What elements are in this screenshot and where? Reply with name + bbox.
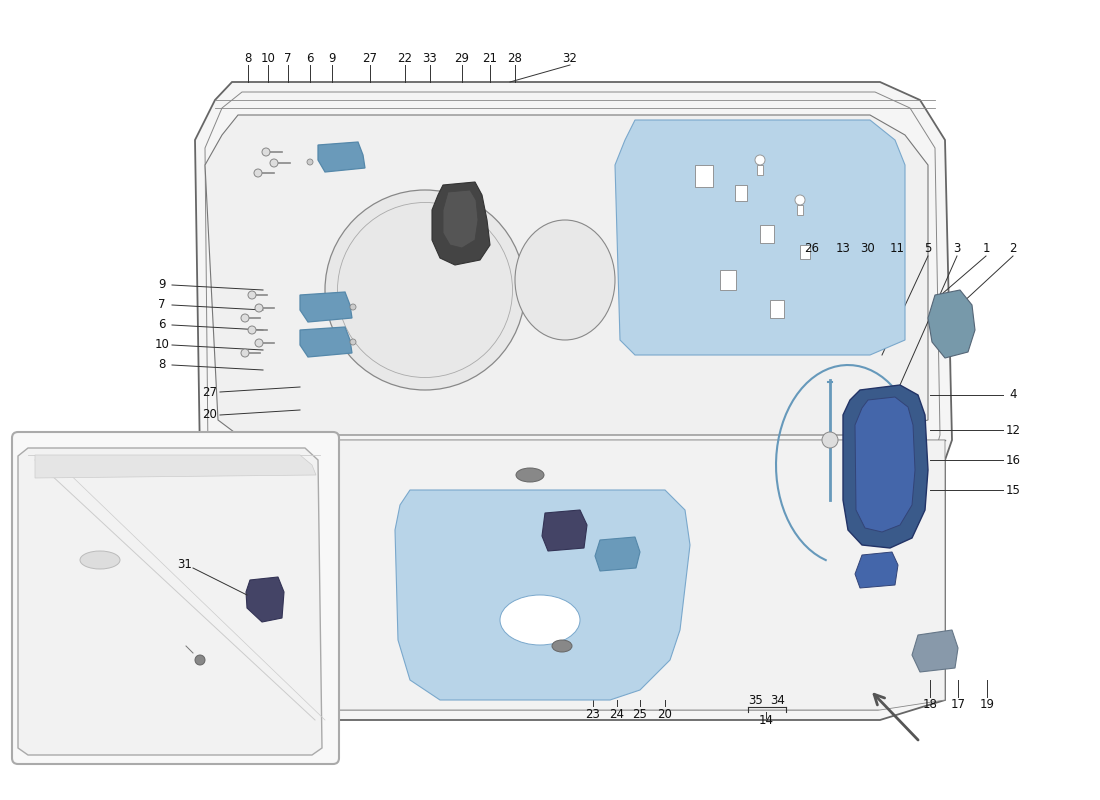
- Text: 24: 24: [609, 707, 625, 721]
- Text: 28: 28: [507, 51, 522, 65]
- Text: 20: 20: [202, 409, 218, 422]
- Ellipse shape: [516, 468, 544, 482]
- Circle shape: [248, 291, 256, 299]
- Ellipse shape: [80, 551, 120, 569]
- Bar: [770, 300, 784, 318]
- Text: 29: 29: [454, 51, 470, 65]
- Bar: [735, 185, 747, 201]
- Text: 34: 34: [771, 694, 785, 706]
- Polygon shape: [195, 82, 952, 720]
- Text: 4: 4: [1010, 389, 1016, 402]
- Text: 10: 10: [155, 338, 169, 351]
- Polygon shape: [18, 448, 322, 755]
- Text: 14: 14: [759, 714, 773, 726]
- Circle shape: [248, 326, 256, 334]
- Circle shape: [195, 655, 205, 665]
- Ellipse shape: [324, 190, 525, 390]
- Polygon shape: [246, 577, 284, 622]
- Polygon shape: [432, 182, 490, 265]
- Circle shape: [350, 339, 356, 345]
- Circle shape: [254, 169, 262, 177]
- Text: 2: 2: [1010, 242, 1016, 254]
- Polygon shape: [300, 292, 352, 322]
- Text: 6: 6: [306, 51, 313, 65]
- Text: 22: 22: [397, 51, 412, 65]
- Text: 11: 11: [890, 242, 904, 254]
- Polygon shape: [205, 115, 928, 435]
- Text: 7: 7: [158, 298, 166, 311]
- Text: 10: 10: [261, 51, 275, 65]
- Bar: [798, 205, 803, 215]
- Ellipse shape: [515, 220, 615, 340]
- Text: 23: 23: [585, 707, 601, 721]
- Text: 32: 32: [562, 51, 578, 65]
- Text: 35: 35: [749, 694, 763, 706]
- Bar: [695, 165, 713, 187]
- Polygon shape: [205, 440, 945, 710]
- Text: 9: 9: [328, 51, 336, 65]
- Polygon shape: [395, 490, 690, 700]
- Text: 17: 17: [950, 698, 966, 711]
- Bar: [800, 245, 810, 259]
- Circle shape: [255, 304, 263, 312]
- Text: 8: 8: [158, 358, 166, 371]
- Text: 9: 9: [158, 278, 166, 291]
- Text: 21: 21: [483, 51, 497, 65]
- Text: a passion for
parts: a passion for parts: [518, 386, 722, 474]
- Polygon shape: [928, 290, 975, 358]
- Circle shape: [255, 339, 263, 347]
- Polygon shape: [595, 537, 640, 571]
- Text: eurobits: eurobits: [277, 279, 962, 421]
- Circle shape: [241, 314, 249, 322]
- Text: 25: 25: [632, 707, 648, 721]
- Text: 26: 26: [804, 242, 820, 254]
- Ellipse shape: [552, 640, 572, 652]
- Circle shape: [350, 304, 356, 310]
- Text: 3: 3: [954, 242, 960, 254]
- Bar: [760, 225, 774, 243]
- FancyBboxPatch shape: [12, 432, 339, 764]
- Polygon shape: [855, 552, 898, 588]
- Text: 1: 1: [982, 242, 990, 254]
- Polygon shape: [615, 120, 905, 355]
- Text: 7: 7: [284, 51, 292, 65]
- Polygon shape: [443, 190, 478, 248]
- Polygon shape: [35, 455, 316, 478]
- Text: 18: 18: [923, 698, 937, 711]
- Text: 6: 6: [158, 318, 166, 331]
- Text: 8: 8: [244, 51, 252, 65]
- Circle shape: [262, 148, 270, 156]
- Text: 5: 5: [924, 242, 932, 254]
- Circle shape: [307, 159, 314, 165]
- Text: 19: 19: [979, 698, 994, 711]
- Circle shape: [755, 155, 764, 165]
- Text: 27: 27: [202, 386, 218, 398]
- Polygon shape: [855, 397, 915, 532]
- Circle shape: [822, 432, 838, 448]
- Text: 16: 16: [1005, 454, 1021, 466]
- Text: 20: 20: [658, 707, 672, 721]
- Circle shape: [270, 159, 278, 167]
- Polygon shape: [843, 385, 928, 548]
- Polygon shape: [318, 142, 365, 172]
- Text: 12: 12: [1005, 423, 1021, 437]
- Circle shape: [795, 195, 805, 205]
- Text: 15: 15: [1005, 483, 1021, 497]
- Text: 31: 31: [177, 558, 192, 571]
- Circle shape: [241, 349, 249, 357]
- Text: 9 8 5 1: 9 8 5 1: [647, 369, 793, 411]
- Text: 33: 33: [422, 51, 438, 65]
- Polygon shape: [912, 630, 958, 672]
- Polygon shape: [300, 327, 352, 357]
- Text: 27: 27: [363, 51, 377, 65]
- Ellipse shape: [500, 595, 580, 645]
- Bar: [720, 270, 736, 290]
- Text: 13: 13: [836, 242, 850, 254]
- Polygon shape: [542, 510, 587, 551]
- Bar: [757, 165, 763, 175]
- Text: 30: 30: [860, 242, 876, 254]
